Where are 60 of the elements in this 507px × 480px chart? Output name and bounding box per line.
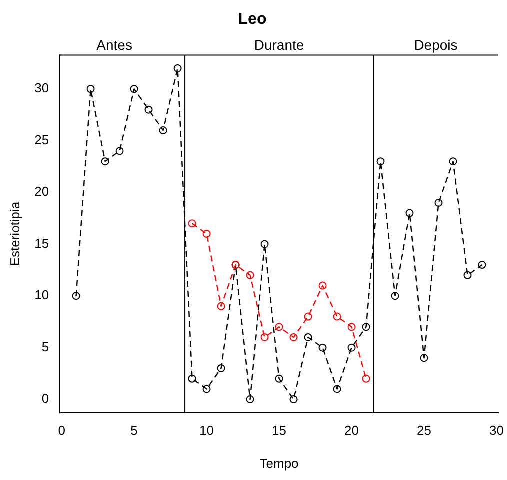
point — [101, 158, 110, 166]
y-tick-label: 0 — [42, 391, 50, 406]
point — [304, 312, 312, 321]
x-tick-label: 10 — [200, 423, 214, 438]
point — [217, 302, 226, 310]
x-tick-label: 15 — [272, 423, 287, 438]
point — [376, 158, 385, 166]
point — [362, 374, 370, 383]
point — [275, 374, 284, 383]
point — [188, 220, 196, 228]
point — [318, 282, 327, 290]
point — [260, 333, 269, 342]
point — [406, 209, 414, 218]
point — [348, 323, 356, 332]
text: Antes — [96, 37, 132, 54]
point — [159, 126, 168, 135]
point — [246, 271, 254, 280]
point — [290, 396, 298, 404]
point — [434, 198, 443, 207]
y-tick-label: 10 — [34, 288, 50, 303]
point — [130, 85, 138, 94]
point — [333, 312, 342, 321]
point — [290, 333, 298, 342]
x-tick-label: 30 — [490, 423, 504, 438]
y-tick-label: 30 — [34, 80, 50, 96]
point — [246, 396, 254, 404]
point — [174, 64, 182, 72]
point — [348, 344, 356, 352]
x-tick-label: 5 — [130, 423, 138, 438]
y-tick-label: 5 — [42, 339, 50, 354]
point — [391, 292, 400, 300]
point — [86, 85, 95, 94]
point — [72, 292, 80, 300]
y-tick-label: 15 — [34, 236, 50, 251]
point — [464, 271, 472, 280]
point — [275, 323, 284, 332]
point — [202, 230, 211, 238]
y-tick-label: 20 — [34, 184, 50, 200]
x-tick-label: 20 — [344, 423, 359, 438]
point — [318, 344, 327, 352]
point — [420, 354, 428, 362]
point — [449, 158, 458, 166]
y-tick-label: 25 — [34, 132, 50, 148]
point — [304, 333, 312, 342]
point — [217, 364, 226, 373]
point — [188, 374, 196, 383]
x-tick-label: 25 — [417, 423, 432, 438]
point — [362, 323, 370, 332]
point — [144, 106, 153, 114]
x-axis-title: Tempo — [260, 456, 299, 471]
y-axis-title: Esteriotipia — [7, 201, 22, 266]
point — [260, 240, 269, 248]
point — [116, 147, 124, 156]
text: Durante — [254, 37, 304, 54]
x-tick-label: 0 — [58, 423, 66, 438]
point — [333, 385, 342, 394]
point — [478, 261, 486, 270]
text: Depois — [414, 37, 458, 54]
chart-title: Leo — [238, 11, 267, 28]
point — [202, 385, 211, 394]
